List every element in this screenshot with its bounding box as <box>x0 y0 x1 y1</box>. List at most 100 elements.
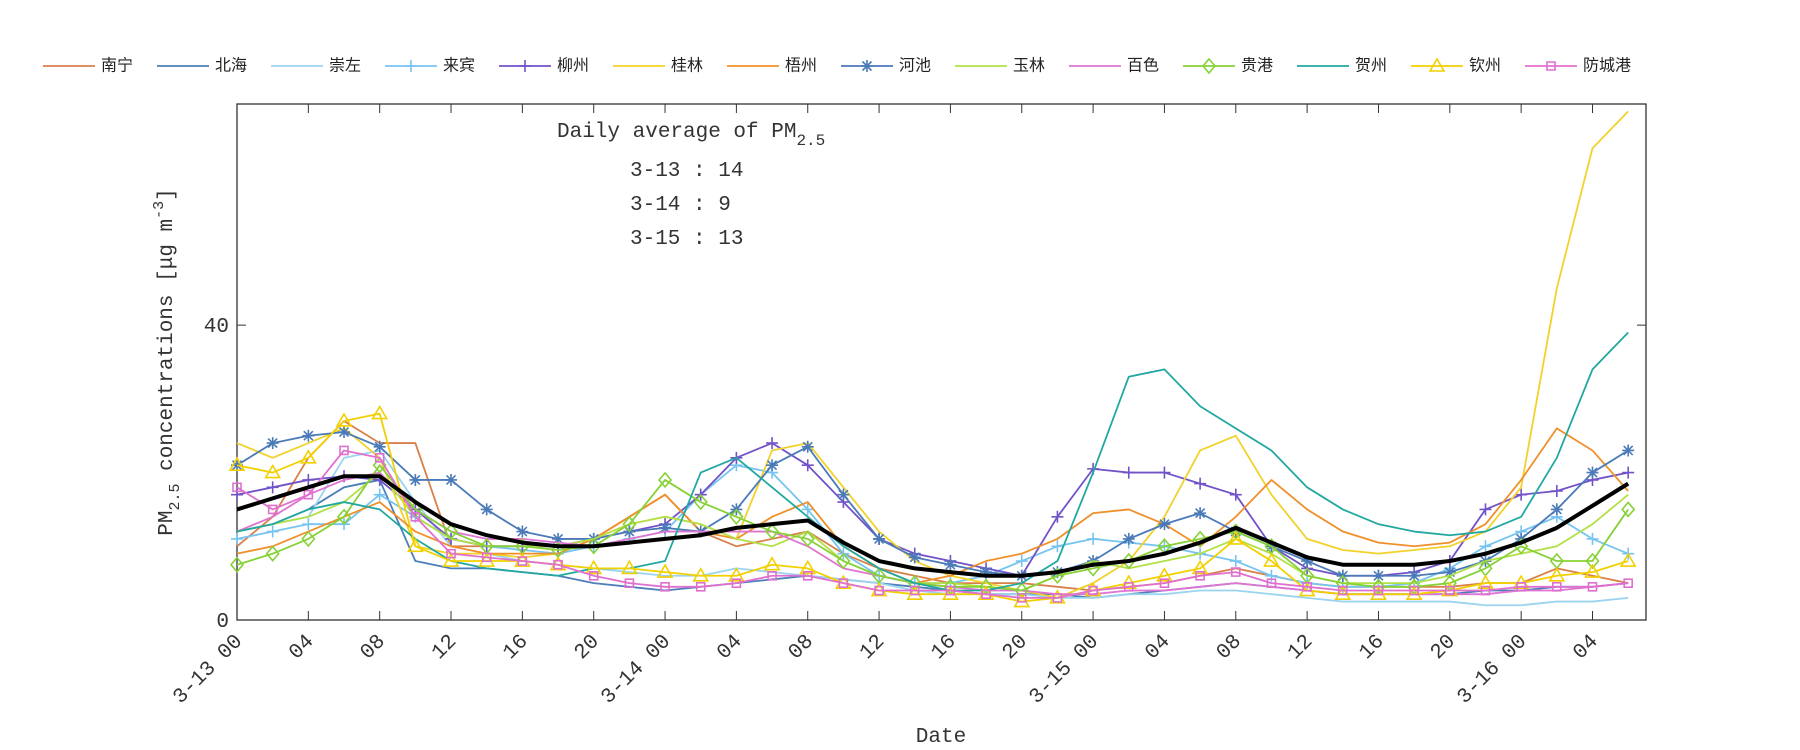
marker <box>339 445 349 456</box>
legend-item: 玉林 <box>955 56 1045 75</box>
marker <box>302 518 315 531</box>
legend-label: 梧州 <box>785 56 817 75</box>
marker <box>405 60 417 72</box>
legend-label: 玉林 <box>1013 56 1045 75</box>
legend: 南宁 北海 崇左 来宾 柳州 桂林 梧州 河池 玉林 百色 贵港 贺州 钦州 防城港 <box>43 56 1631 75</box>
marker <box>1087 532 1100 545</box>
marker <box>517 556 528 566</box>
legend-label: 南宁 <box>101 56 133 75</box>
marker <box>1301 555 1314 568</box>
marker <box>336 508 352 526</box>
marker <box>299 449 317 464</box>
marker <box>374 453 385 463</box>
marker <box>765 523 780 540</box>
marker <box>480 503 493 516</box>
marker <box>302 429 315 442</box>
x-tick-label: 12 <box>428 631 462 665</box>
marker <box>519 60 531 72</box>
marker <box>1015 555 1028 568</box>
marker <box>267 504 278 515</box>
marker <box>445 473 458 486</box>
marker <box>231 532 243 545</box>
marker <box>1585 552 1600 570</box>
x-axis-label: Date <box>916 726 966 749</box>
marker <box>303 489 314 500</box>
x-tick-label: 04 <box>285 631 319 665</box>
marker <box>1195 570 1205 581</box>
marker <box>1479 503 1492 516</box>
x-tick-label: 08 <box>785 631 819 665</box>
marker <box>838 578 849 588</box>
marker <box>801 440 814 453</box>
marker <box>1052 593 1063 603</box>
marker <box>836 552 851 570</box>
marker <box>1619 552 1637 567</box>
marker <box>335 412 353 427</box>
x-tick-label: 08 <box>1213 631 1247 665</box>
x-tick-label: 16 <box>499 631 533 665</box>
marker <box>1158 466 1171 479</box>
marker <box>1409 585 1419 596</box>
marker <box>1338 585 1348 596</box>
x-tick-label: 12 <box>856 631 890 665</box>
marker <box>1159 578 1170 588</box>
marker <box>266 437 279 450</box>
marker <box>373 488 386 501</box>
marker <box>1428 57 1446 72</box>
series-line <box>236 431 1629 577</box>
legend-label: 河池 <box>899 56 931 75</box>
marker <box>442 552 460 567</box>
annotation-line: 3-13 : 14 <box>630 160 743 183</box>
marker <box>1586 532 1599 545</box>
marker <box>1051 510 1064 523</box>
legend-item: 桂林 <box>613 56 703 75</box>
marker <box>1122 466 1135 479</box>
plot-area <box>228 110 1637 608</box>
x-tick-label: 04 <box>1141 631 1175 665</box>
marker <box>1051 540 1064 553</box>
marker <box>1193 530 1208 548</box>
y-axis-label: PM2.5 concentrations [μg m-3] <box>151 188 184 536</box>
marker <box>1548 567 1566 582</box>
marker <box>1088 585 1098 596</box>
legend-item: 来宾 <box>385 56 475 75</box>
marker <box>945 585 956 596</box>
series-line <box>236 412 1629 603</box>
marker <box>1123 582 1134 592</box>
marker <box>727 567 745 582</box>
marker <box>229 556 245 573</box>
marker <box>588 570 599 581</box>
y-label-sup: -3 <box>151 201 168 219</box>
series-line <box>236 331 1629 592</box>
marker <box>766 437 779 450</box>
legend-label: 桂林 <box>671 56 703 75</box>
marker <box>232 482 242 493</box>
marker <box>801 459 814 472</box>
marker <box>516 525 529 538</box>
marker <box>874 585 884 596</box>
y-label-part: PM <box>156 511 179 536</box>
marker <box>1587 582 1598 592</box>
marker <box>731 578 742 588</box>
marker <box>443 523 459 540</box>
marker <box>338 426 351 439</box>
marker <box>301 530 316 548</box>
legend-label: 防城港 <box>1583 56 1631 75</box>
marker <box>371 405 389 420</box>
legend-item: 贺州 <box>1297 56 1387 75</box>
marker <box>1229 488 1242 501</box>
marker <box>1263 552 1280 567</box>
legend-item: 防城港 <box>1525 56 1631 75</box>
legend-item: 百色 <box>1069 56 1159 75</box>
marker <box>660 582 670 592</box>
marker <box>1621 501 1636 518</box>
marker <box>657 471 673 489</box>
x-tick-label: 16 <box>927 631 961 665</box>
legend-label: 柳州 <box>557 56 589 75</box>
x-tick-label: 16 <box>1355 631 1389 665</box>
marker <box>1266 578 1277 588</box>
average-line <box>236 474 1630 578</box>
marker <box>1515 488 1528 501</box>
marker <box>1480 585 1491 596</box>
